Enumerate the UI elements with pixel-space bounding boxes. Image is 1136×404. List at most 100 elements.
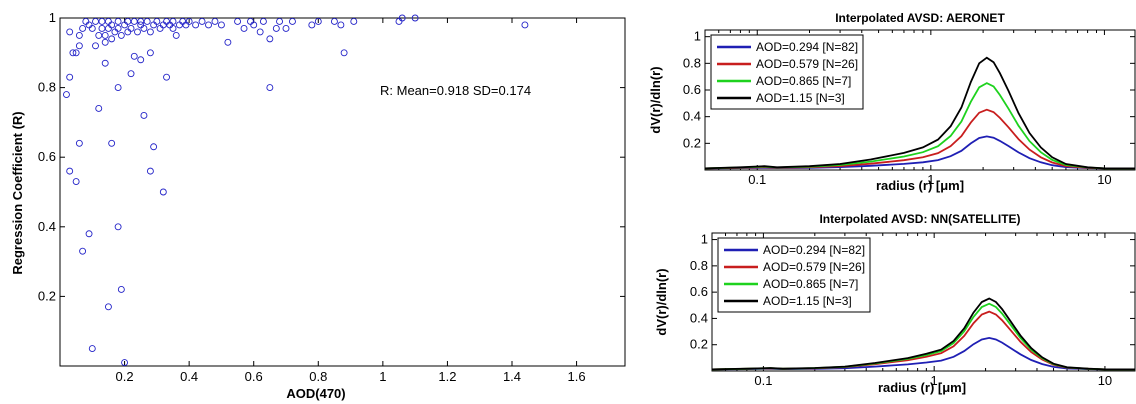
- scatter-point: [130, 52, 138, 60]
- xtick-label: 10: [1098, 373, 1112, 388]
- scatter-point: [114, 84, 122, 92]
- scatter-point: [69, 49, 77, 57]
- avsd-aeronet-plot: Interpolated AVSD: AERONET 0.1 1 100.20.40…: [648, 11, 1136, 193]
- scatter-point: [169, 18, 177, 25]
- scatter-point: [256, 28, 264, 36]
- scatter-point: [79, 247, 87, 255]
- scatter-point: [205, 21, 212, 29]
- scatter-point: [95, 105, 103, 112]
- scatter-point: [104, 303, 112, 311]
- scatter-point: [140, 111, 148, 119]
- scatter-point: [172, 31, 180, 39]
- scatter-point: [337, 21, 345, 29]
- scatter-point: [121, 359, 129, 366]
- scatter-xtick-label: 0.4: [180, 369, 198, 384]
- scatter-point: [150, 21, 158, 29]
- legend-label: AOD=0.294 [N=82]: [756, 40, 858, 54]
- scatter-plot: 0.2 0.4 0.6 0.8 1 1.2 1.4 1.6 0.2 0.4 0.6 0.8 1 AOD(…: [10, 10, 626, 401]
- satellite-legend: AOD=0.294 [N=82] AOD=0.579 [N=26] AOD=0.86…: [717, 237, 871, 313]
- scatter-point: [98, 24, 106, 32]
- scatter-point: [127, 24, 135, 32]
- scatter-point: [224, 38, 232, 46]
- scatter-point: [411, 14, 419, 22]
- scatter-point: [101, 59, 109, 67]
- scatter-point: [127, 70, 135, 78]
- scatter-point: [111, 28, 119, 36]
- scatter-point: [101, 38, 109, 46]
- scatter-point: [250, 21, 258, 29]
- series-line: [711, 297, 1135, 371]
- scatter-axes-frame: [59, 17, 626, 367]
- scatter-point: [179, 18, 187, 25]
- ytick-label: 1: [694, 29, 701, 44]
- scatter-point: [146, 167, 154, 175]
- scatter-point: [114, 223, 122, 231]
- scatter-point: [92, 42, 99, 50]
- scatter-point: [156, 24, 164, 32]
- scatter-point: [266, 35, 274, 43]
- xtick-label: 0.1: [754, 373, 772, 388]
- scatter-point: [234, 18, 242, 25]
- scatter-xtick-label: 0.6: [245, 369, 263, 384]
- scatter-point: [163, 18, 170, 25]
- legend-label: AOD=0.865 [N=7]: [756, 74, 851, 88]
- scatter-ytick-label: 0.4: [38, 219, 56, 234]
- satellite-axes-frame: [711, 232, 1136, 372]
- legend-label: AOD=0.579 [N=26]: [756, 57, 858, 71]
- scatter-point: [104, 24, 112, 32]
- scatter-point: [289, 18, 296, 25]
- series-line: [704, 108, 1135, 170]
- scatter-xtick-label: 0.2: [116, 369, 134, 384]
- xtick-label: 10: [1097, 172, 1111, 187]
- scatter-point: [98, 18, 106, 25]
- scatter-point: [66, 167, 74, 175]
- scatter-xtick-label: 1.6: [568, 369, 586, 384]
- aeronet-xlabel: radius (r) [μm]: [876, 178, 964, 193]
- scatter-point: [330, 18, 338, 25]
- scatter-point: [350, 18, 358, 25]
- scatter-point: [117, 285, 125, 293]
- scatter-ytick-label: 0.8: [38, 80, 56, 95]
- series-line: [711, 310, 1135, 371]
- scatter-ytick-label: 0.2: [38, 288, 56, 303]
- scatter-point: [143, 18, 151, 25]
- scatter-xtick-label: 1.2: [438, 369, 456, 384]
- scatter-point: [282, 24, 290, 32]
- scatter-point: [75, 31, 83, 39]
- ytick-label: 0.4: [683, 109, 701, 124]
- scatter-ytick-label: 1: [49, 10, 56, 25]
- ytick-label: 0.6: [683, 82, 701, 97]
- scatter-ylabel: Regression Coefficient (R): [10, 111, 25, 274]
- scatter-point: [75, 139, 83, 147]
- legend-box: [717, 237, 871, 313]
- scatter-point: [159, 188, 167, 196]
- scatter-point: [108, 35, 116, 43]
- scatter-point: [63, 91, 70, 99]
- scatter-point: [176, 21, 183, 29]
- scatter-ytick-label: 0.6: [38, 149, 56, 164]
- scatter-point: [72, 178, 80, 186]
- scatter-point: [108, 139, 116, 147]
- scatter-point: [85, 230, 93, 238]
- scatter-point: [104, 18, 112, 25]
- scatter-point: [66, 28, 74, 36]
- scatter-point: [75, 42, 83, 50]
- aeronet-legend: AOD=0.294 [N=82] AOD=0.579 [N=26] AOD=0.86…: [710, 34, 864, 110]
- scatter-point: [79, 24, 87, 32]
- scatter-point: [85, 21, 93, 29]
- ytick-label: 0.2: [683, 135, 701, 150]
- scatter-point: [114, 24, 122, 32]
- scatter-xtick-label: 0.8: [309, 369, 327, 384]
- scatter-point: [272, 24, 280, 32]
- satellite-ylabel: dV(r)/dln(r): [654, 268, 669, 335]
- scatter-points: [63, 14, 529, 366]
- scatter-point: [166, 21, 174, 29]
- legend-label: AOD=0.294 [N=82]: [763, 243, 865, 257]
- scatter-point: [82, 18, 90, 25]
- scatter-annotation: R: Mean=0.918 SD=0.174: [380, 83, 531, 98]
- scatter-point: [308, 21, 316, 29]
- scatter-point: [117, 31, 125, 39]
- scatter-point: [259, 18, 267, 25]
- legend-label: AOD=1.15 [N=3]: [763, 294, 852, 308]
